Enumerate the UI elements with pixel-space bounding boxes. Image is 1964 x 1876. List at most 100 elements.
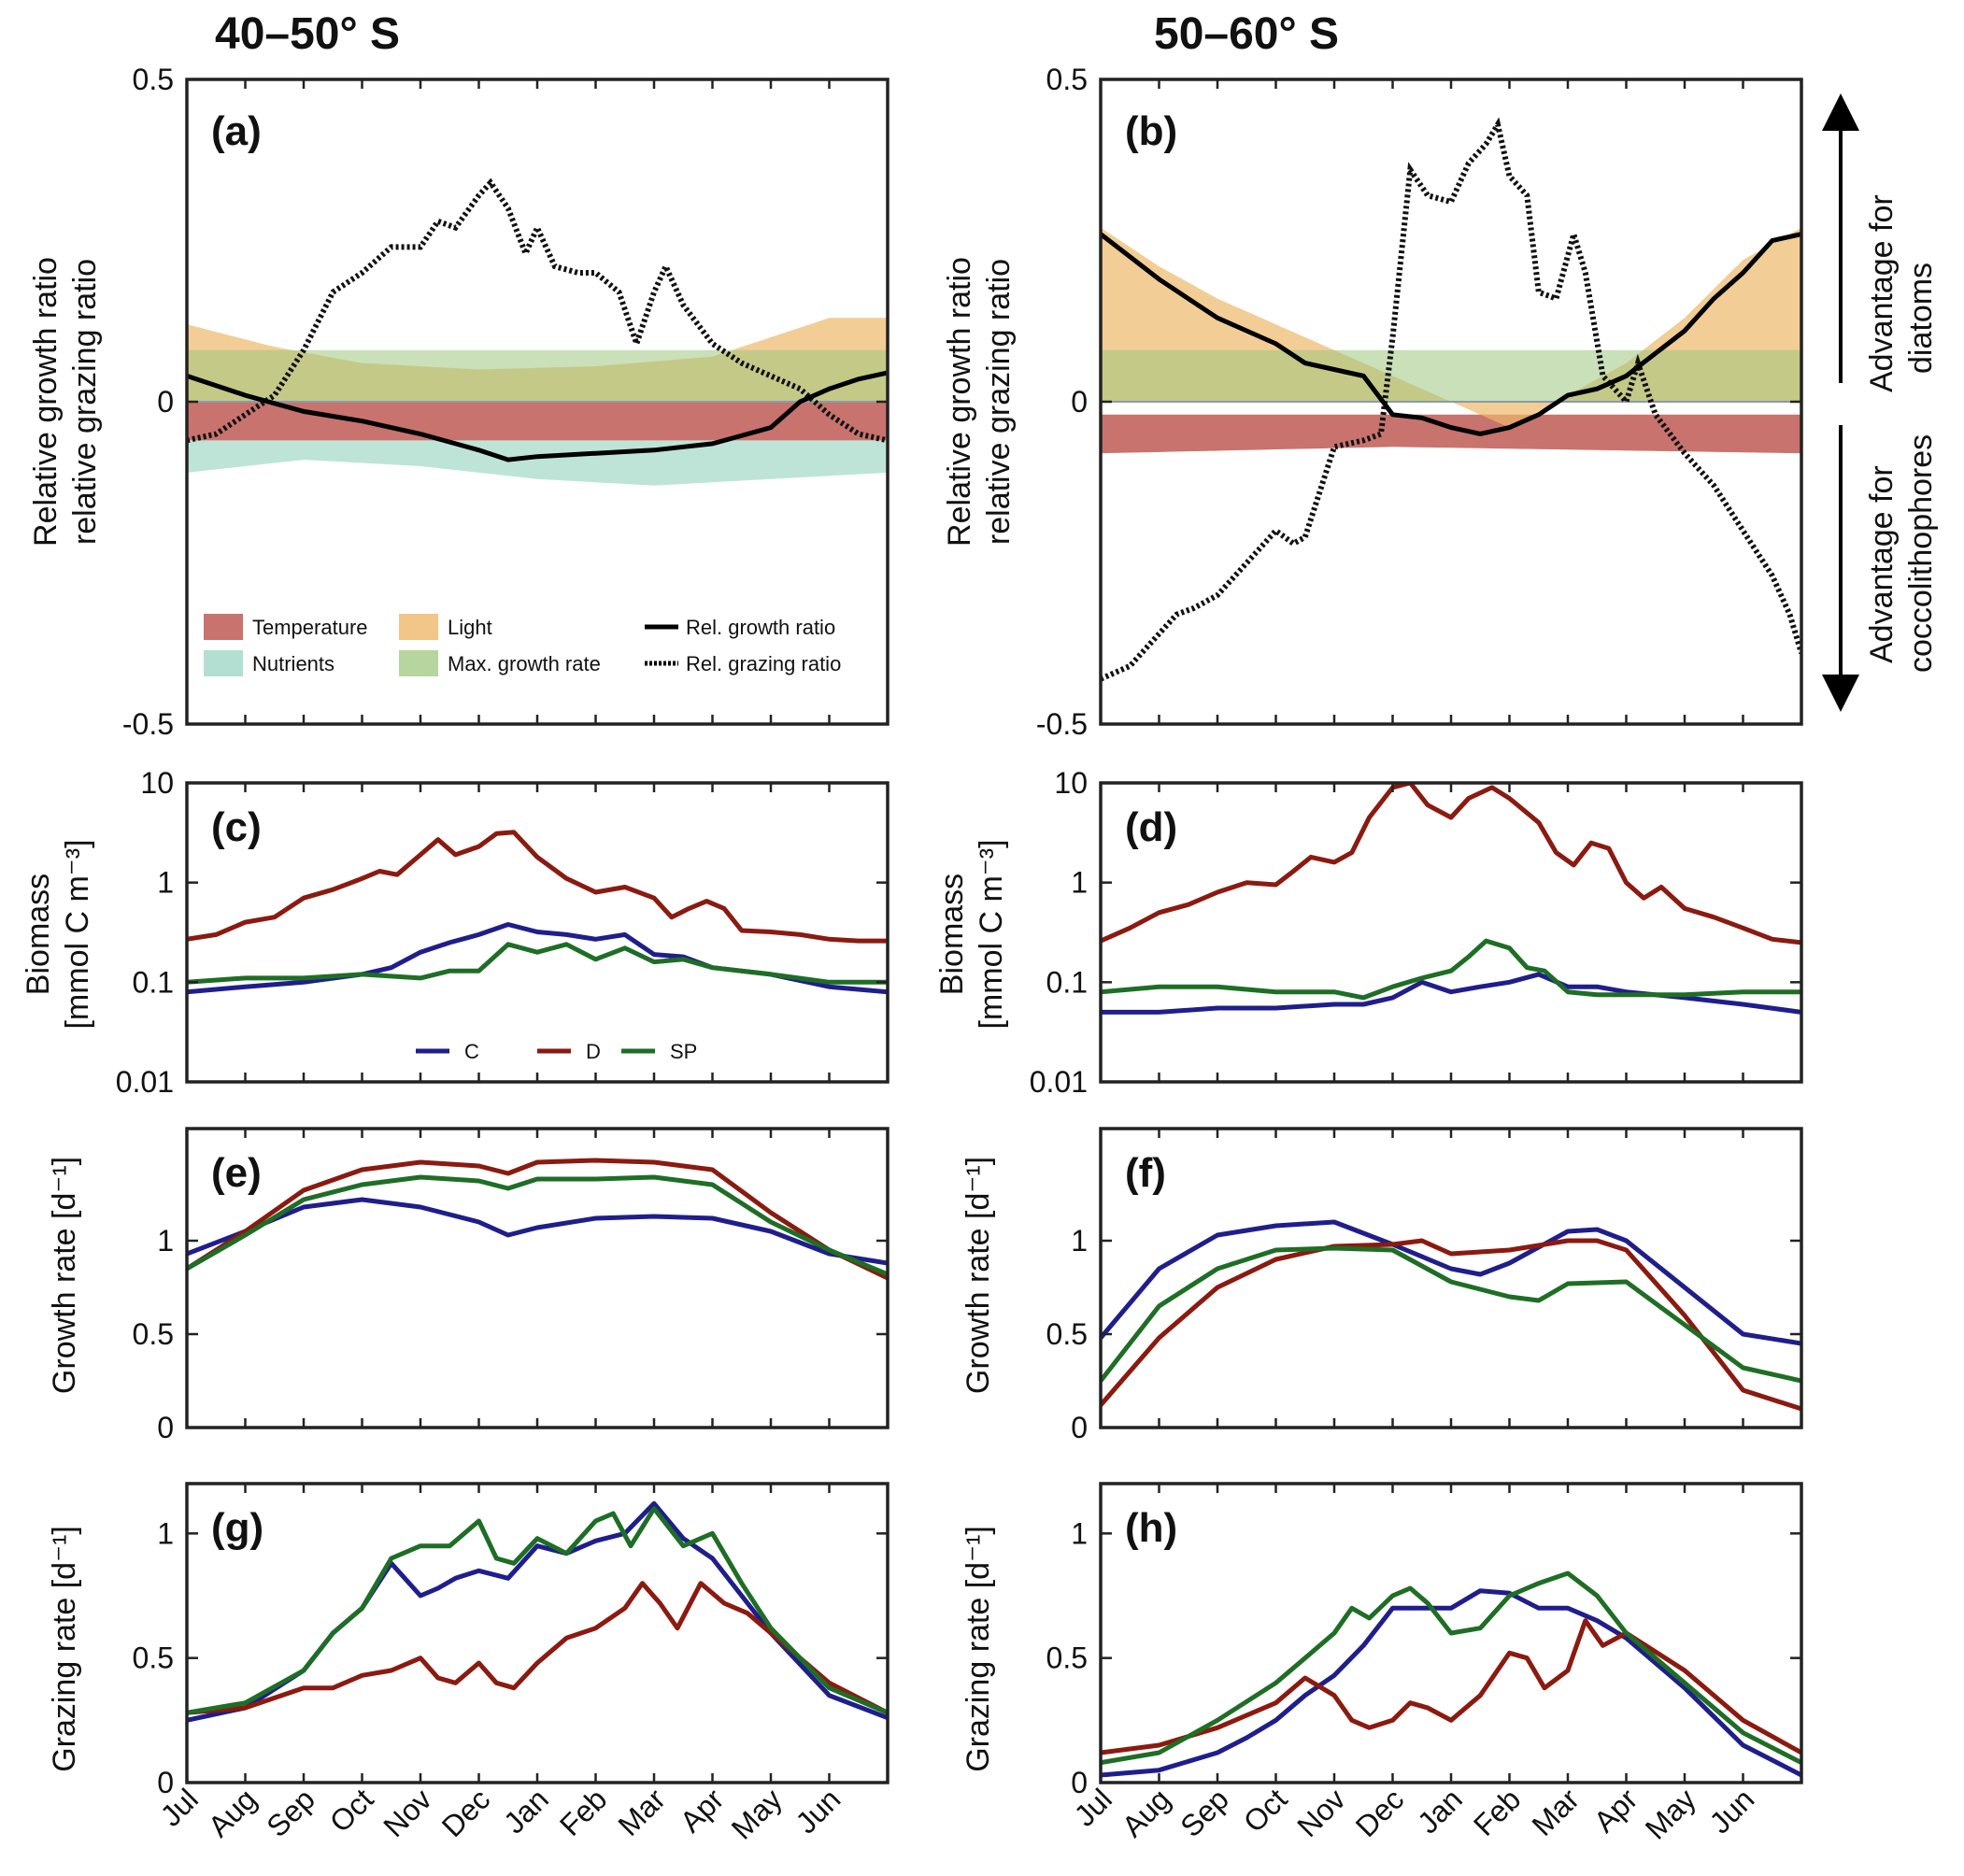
frame-g [185,1482,889,1784]
ylabel-d: Biomass [mmol C m⁻³] [934,839,1009,1029]
ytick-label-a: 0.5 [133,63,174,96]
series-C-g [187,1500,888,1723]
series-SP-h [1101,1570,1801,1766]
month-label-aug: Aug [202,1782,263,1843]
svg-text:Biomass: Biomass [934,874,970,995]
svg-text:Growth rate [d⁻¹]: Growth rate [d⁻¹] [47,1157,82,1394]
month-label-aug: Aug [1116,1782,1177,1843]
legend-swatch-nutrients [204,650,243,676]
month-label-jun: Jun [1703,1782,1761,1840]
ytick-label-d: 0.1 [1046,965,1088,999]
svg-text:Relative growth ratio: Relative growth ratio [942,257,977,547]
legend-label-light: Light [448,616,492,639]
ytick-label-f: 0.5 [1046,1317,1088,1351]
ytick-label-d: 0.01 [1030,1065,1088,1099]
grazing-ratio-line-b [1101,117,1801,682]
band-maxgrowth-a [187,349,888,402]
ytick-label-c: 0.1 [133,965,174,999]
legend-label-growth: Rel. growth ratio [686,616,835,639]
ytick-label-h: 0 [1071,1766,1088,1799]
panel-label-f: (f) [1125,1150,1166,1196]
ylabel-b: Relative growth ratio relative grazing r… [942,257,1017,547]
ytick-label-a: 0 [157,385,174,419]
ytick-label-h: 0.5 [1046,1642,1088,1675]
legend-label-temperature: Temperature [252,616,368,639]
series-D-h [1101,1618,1801,1755]
svg-text:Grazing rate [d⁻¹]: Grazing rate [d⁻¹] [47,1526,82,1772]
panel-label-b: (b) [1125,108,1177,154]
ytick-label-h: 1 [1071,1516,1088,1550]
series-D-c [187,830,888,944]
month-label-mar: Mar [612,1782,673,1842]
series-D-f [1101,1238,1801,1412]
band-temperature-a [187,402,888,441]
series-SP-e [187,1174,888,1277]
ylabel-h: Grazing rate [d⁻¹] [961,1526,996,1772]
ylabel-c: Biomass [mmol C m⁻³] [21,839,95,1029]
panel-f: 1 0.5 0 (f) [1046,1127,1803,1444]
svg-text:Growth rate [d⁻¹]: Growth rate [d⁻¹] [961,1157,996,1394]
series-C-f [1101,1219,1801,1346]
legend-swatch-light [399,614,438,640]
series-D-g [187,1581,888,1715]
advantage-annotation: Advantage for diatoms Advantage for cocc… [1822,93,1939,712]
month-label-nov: Nov [1290,1782,1352,1843]
svg-text:[mmol C m⁻³]: [mmol C m⁻³] [974,839,1009,1029]
svg-text:Biomass: Biomass [21,874,56,995]
ytick-label-c: 0.01 [116,1065,174,1099]
series-D-e [187,1158,888,1281]
ylabel-e: Growth rate [d⁻¹] [47,1157,82,1394]
legend-label-nutrients: Nutrients [252,652,334,675]
growth-ratio-line-a [187,370,888,462]
advantage-diatoms-line2: diatoms [1903,263,1939,374]
grazing-ratio-line-a [187,178,888,444]
advantage-arrowhead-up [1822,93,1859,131]
month-label-oct: Oct [323,1782,380,1839]
ytick-label-g: 0.5 [133,1642,174,1675]
column-title-left: 40–50° S [215,9,400,59]
month-label-dec: Dec [435,1782,497,1843]
month-label-jan: Jan [497,1782,555,1840]
ytick-label-f: 1 [1071,1224,1088,1258]
series-SP-g [187,1506,888,1715]
band-temperature-b [1101,414,1801,454]
growth-ratio-line-b [1101,232,1801,437]
legend-swatch-maxgrowth [399,650,438,676]
panel-label-h: (h) [1125,1505,1177,1551]
ytick-label-e: 1 [157,1224,174,1258]
month-label-may: May [725,1782,789,1845]
month-label-feb: Feb [553,1782,613,1841]
panel-e: 1 0.5 0 (e) [133,1127,889,1444]
month-label-apr: Apr [674,1782,731,1839]
ytick-label-b: -0.5 [1036,707,1088,741]
ytick-label-b: 0.5 [1046,63,1088,96]
panels: 0.5 0 -0.5 (a) Temperature Light Rel. growth r… [116,63,1803,1799]
band-maxgrowth-b [1101,349,1801,402]
panel-label-e: (e) [211,1150,262,1196]
biomass-legend-label-D: D [586,1040,601,1063]
plot-area-d [1101,783,1801,1015]
ytick-label-d: 1 [1071,866,1088,900]
series-SP-f [1101,1245,1801,1384]
frame-e [185,1127,889,1429]
series-SP-c [187,942,888,985]
ytick-label-f: 0 [1071,1411,1088,1444]
ytick-label-e: 0.5 [133,1317,174,1351]
panel-label-g: (g) [211,1505,263,1551]
panel-a: 0.5 0 -0.5 (a) Temperature Light Rel. growth r… [122,63,889,741]
plot-area-h [1101,1570,1801,1778]
legend-label-maxgrowth: Max. growth rate [448,652,601,675]
svg-text:Grazing rate [d⁻¹]: Grazing rate [d⁻¹] [961,1526,996,1772]
advantage-diatoms-line1: Advantage for [1864,194,1900,392]
ratio-legend: Temperature Light Rel. growth ratio Nutrien… [204,614,841,676]
month-label-mar: Mar [1526,1782,1587,1842]
month-label-oct: Oct [1237,1782,1294,1839]
panel-d: 10 1 0.1 0.01 (d) [1030,766,1803,1099]
ytick-label-b: 0 [1071,385,1088,419]
ytick-label-d: 10 [1054,766,1088,800]
ytick-label-g: 0 [157,1766,174,1799]
plot-area-c [187,830,888,995]
month-label-jan: Jan [1411,1782,1469,1840]
